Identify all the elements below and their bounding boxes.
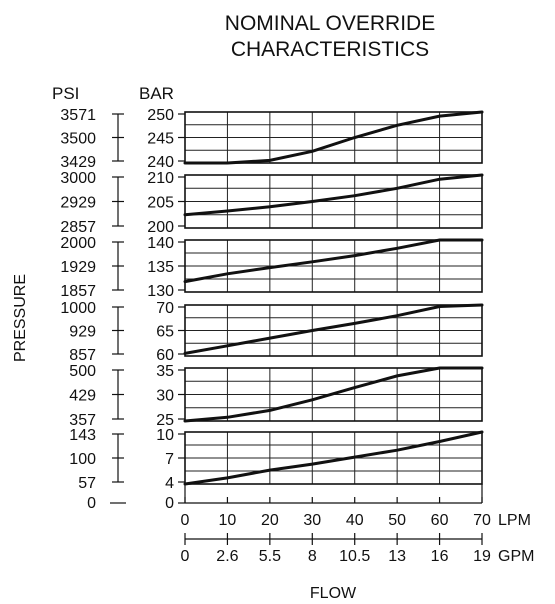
psi-tick-label: 500 (69, 363, 96, 380)
series-line-panel-5 (183, 366, 484, 423)
gpm-tick-label: 8 (308, 548, 317, 565)
psi-tick-label: 100 (69, 451, 96, 468)
lpm-tick-label: 70 (473, 512, 491, 529)
gpm-tick-label: 2.6 (216, 548, 238, 565)
bar-tick-label: 245 (147, 131, 174, 148)
bar-tick-label: 65 (156, 324, 174, 341)
bar-tick-label: 130 (147, 283, 174, 300)
bar-tick-label: 135 (147, 259, 174, 276)
lpm-tick-label: 50 (388, 512, 406, 529)
psi-tick-label: 1000 (60, 300, 96, 317)
gpm-unit-label: GPM (498, 548, 534, 565)
lpm-tick-label: 20 (261, 512, 279, 529)
psi-tick-label: 3429 (60, 154, 96, 171)
lpm-tick-label: 60 (431, 512, 449, 529)
x-axis-title: FLOW (310, 585, 357, 602)
lpm-tick-label: 40 (346, 512, 364, 529)
bar-tick-label: 30 (156, 388, 174, 405)
bar-tick-label: 60 (156, 347, 174, 364)
psi-tick-label: 429 (69, 388, 96, 405)
series-line-panel-4 (183, 303, 484, 355)
lpm-tick-label: 0 (181, 512, 190, 529)
psi-tick-label: 3571 (60, 107, 96, 124)
psi-tick-label: 929 (69, 324, 96, 341)
psi-axis-header: PSI (52, 84, 79, 103)
bar-tick-label: 200 (147, 219, 174, 236)
psi-tick-label: 857 (69, 347, 96, 364)
psi-tick-label: 3500 (60, 131, 96, 148)
psi-tick-label: 1857 (60, 283, 96, 300)
bar-tick-label: 4 (165, 475, 174, 492)
chart-title-line-1: NOMINAL OVERRIDE (225, 12, 435, 35)
psi-tick-label: 57 (78, 475, 96, 492)
psi-tick-label: 2000 (60, 235, 96, 252)
series-line-panel-1 (183, 110, 484, 165)
series-line-panel-2 (183, 173, 484, 217)
bar-tick-label: 70 (156, 300, 174, 317)
lpm-unit-label: LPM (498, 512, 531, 529)
gpm-tick-label: 16 (431, 548, 449, 565)
chart-body: 2502452403571350034292102052003000292928… (60, 107, 534, 565)
bar-tick-label: 250 (147, 107, 174, 124)
psi-tick-label: 357 (69, 412, 96, 429)
gpm-tick-label: 13 (388, 548, 406, 565)
psi-tick-label: 2857 (60, 219, 96, 236)
psi-zero-label: 0 (87, 495, 96, 512)
chart-title-line-2: CHARACTERISTICS (231, 38, 429, 61)
bar-tick-label: 7 (165, 451, 174, 468)
series-line-panel-3 (183, 238, 484, 284)
bar-tick-label: 210 (147, 170, 174, 187)
bar-tick-label: 10 (156, 427, 174, 444)
y-axis-title: PRESSURE (12, 274, 29, 362)
lpm-tick-label: 10 (219, 512, 237, 529)
series-line-panel-6 (183, 430, 484, 486)
bar-tick-label: 35 (156, 363, 174, 380)
bar-tick-label: 140 (147, 235, 174, 252)
psi-tick-label: 143 (69, 427, 96, 444)
bar-axis-header: BAR (139, 84, 174, 103)
psi-tick-label: 2929 (60, 195, 96, 212)
gpm-tick-label: 5.5 (259, 548, 281, 565)
bar-tick-label: 240 (147, 154, 174, 171)
gpm-tick-label: 10.5 (339, 548, 370, 565)
gpm-tick-label: 0 (181, 548, 190, 565)
gpm-tick-label: 19 (473, 548, 491, 565)
psi-tick-label: 1929 (60, 259, 96, 276)
lpm-tick-label: 30 (303, 512, 321, 529)
bar-tick-label: 25 (156, 412, 174, 429)
bar-zero-label: 0 (165, 495, 174, 512)
psi-tick-label: 3000 (60, 170, 96, 187)
bar-tick-label: 205 (147, 195, 174, 212)
